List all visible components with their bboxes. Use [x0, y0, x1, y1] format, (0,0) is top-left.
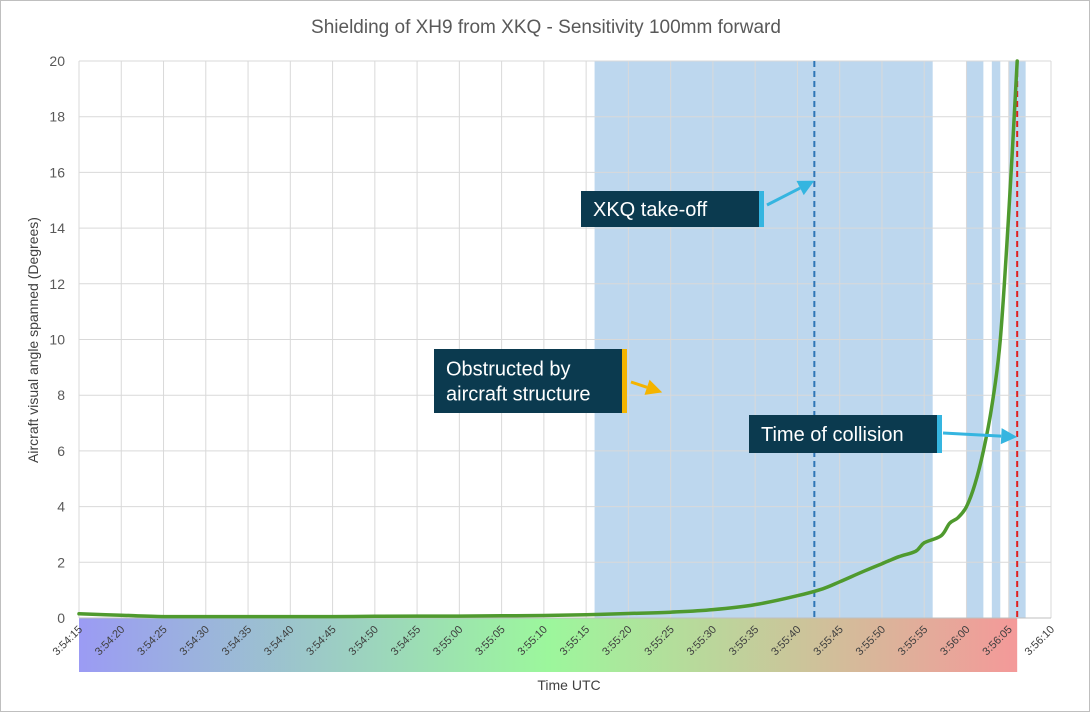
annotation-arrow-1	[630, 380, 648, 389]
annotation-box-1	[434, 349, 622, 413]
y-axis-label: Aircraft visual angle spanned (Degrees)	[25, 217, 41, 463]
annotation-text-1-0: Obstructed by	[446, 359, 571, 381]
y-tick-label-9: 18	[49, 109, 65, 125]
annotation-accent-1	[622, 349, 627, 413]
time-color-band	[79, 618, 1018, 672]
y-tick-label-2: 4	[57, 499, 65, 515]
y-tick-label-4: 8	[57, 387, 65, 403]
y-tick-label-7: 14	[49, 220, 65, 236]
annotation-arrow-0	[766, 186, 801, 207]
annotation-text-2-0: Time of collision	[761, 424, 904, 446]
annotation-text-1-1: aircraft structure	[446, 384, 590, 406]
annotation-arrow-2	[942, 431, 1002, 438]
y-tick-label-10: 20	[49, 53, 65, 69]
annotation-box-0	[581, 191, 759, 227]
annotation-0: XKQ take-off	[581, 180, 815, 227]
series-line-0	[77, 59, 1019, 619]
x-tick-label-23: 3:56:10	[1023, 624, 1057, 658]
y-tick-label-0: 0	[57, 610, 65, 626]
annotation-arrowhead-0	[796, 180, 815, 196]
y-tick-label-1: 2	[57, 554, 65, 570]
y-tick-label-8: 16	[49, 164, 65, 180]
x-axis-label: Time UTC	[537, 677, 600, 693]
annotation-arrowhead-1	[644, 379, 663, 395]
y-tick-label-5: 10	[49, 332, 65, 348]
annotation-accent-0	[759, 191, 764, 227]
y-tick-label-3: 6	[57, 443, 65, 459]
chart-title: Shielding of XH9 from XKQ - Sensitivity …	[311, 17, 781, 38]
annotation-accent-2	[937, 415, 942, 453]
annotation-2: Time of collision	[749, 415, 1018, 453]
annotation-1: Obstructed by aircraft structure	[434, 349, 663, 413]
annotation-text-0-0: XKQ take-off	[593, 199, 708, 221]
y-tick-label-6: 12	[49, 276, 65, 292]
annotation-box-2	[749, 415, 937, 453]
annotation-arrowhead-2	[1000, 428, 1018, 445]
